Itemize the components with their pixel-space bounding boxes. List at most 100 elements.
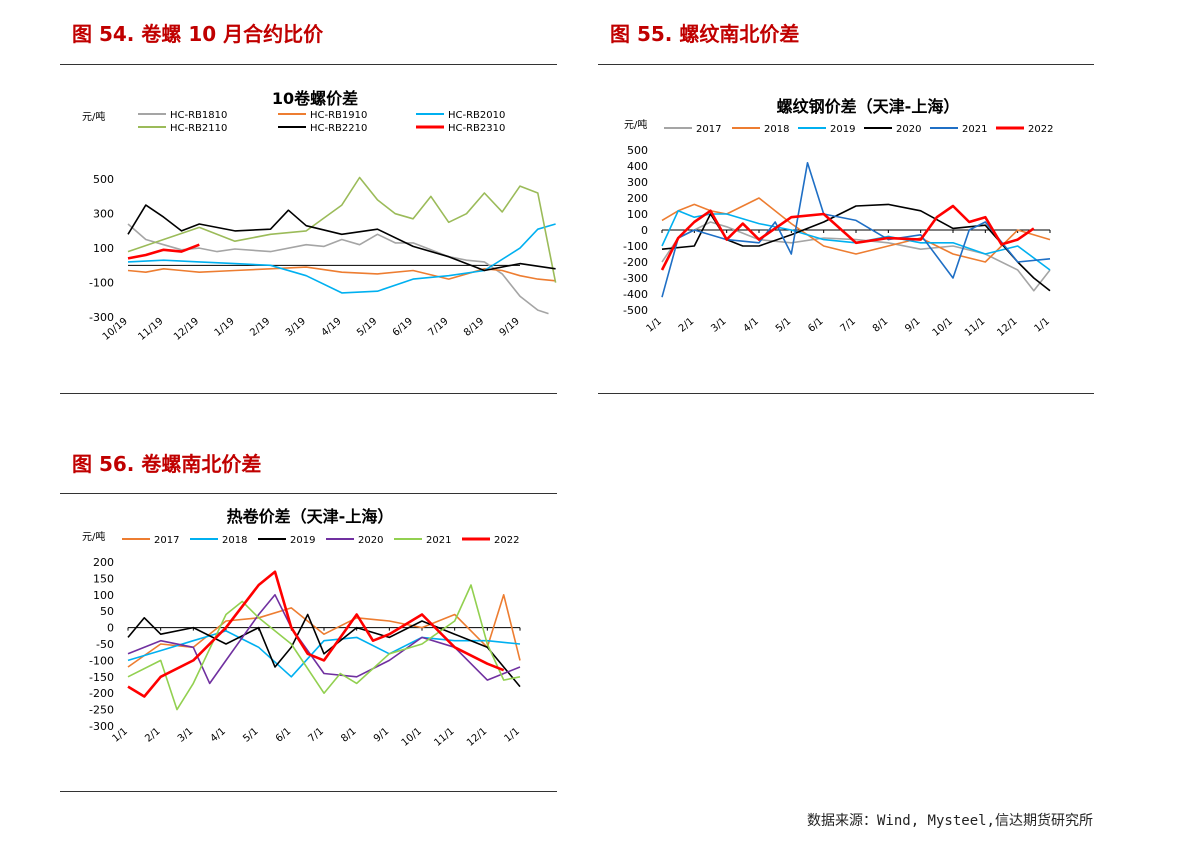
figure-55-title: 图 55. 螺纹南北价差 [610, 22, 800, 46]
series-line-HC-RB2210 [127, 204, 556, 272]
y-tick-label: -250 [89, 704, 114, 717]
x-tick-label: 5/19 [355, 316, 379, 339]
y-tick-label: -100 [89, 277, 114, 290]
y-tick-label: -200 [623, 256, 648, 269]
y-tick-label: 100 [93, 242, 114, 255]
x-tick-label: 3/1 [176, 726, 195, 745]
x-tick-label: 3/19 [284, 316, 308, 339]
legend-label-2019: 2019 [290, 535, 315, 546]
series-line-HC-RB2110 [127, 176, 557, 283]
legend-label-HC-RB2110: HC-RB2110 [170, 123, 227, 134]
y-tick-label: -300 [89, 720, 114, 733]
y-tick-label: 100 [93, 589, 114, 602]
x-tick-label: 5/1 [241, 726, 260, 745]
y-tick-label: 500 [93, 173, 114, 186]
figure-54-title: 图 54. 卷螺 10 月合约比价 [72, 22, 324, 46]
chart-title: 螺纹钢价差（天津-上海） [777, 97, 960, 116]
x-tick-label: 9/19 [498, 316, 522, 339]
series-line-2021 [127, 584, 521, 711]
x-tick-label: 11/1 [963, 316, 987, 339]
y-unit-label: 元/吨 [82, 530, 105, 543]
series-line-HC-RB2010 [127, 223, 556, 294]
figure-54-bottom-rule [60, 393, 557, 394]
figure-55-bottom-rule [598, 393, 1094, 394]
chart-title: 10卷螺价差 [272, 89, 358, 108]
rebar-tianjin-shanghai-chart: 螺纹钢价差（天津-上海） 元/吨 2017 2018 2019 2020 2021 2022 5… [623, 97, 1053, 339]
x-tick-label: 2/19 [248, 316, 272, 339]
series-line-2020 [661, 203, 1051, 292]
y-tick-label: 50 [100, 605, 114, 618]
x-tick-label: 7/19 [426, 316, 450, 339]
series-line-2018 [661, 197, 1051, 263]
chart-title: 热卷价差（天津-上海） [227, 507, 394, 526]
y-tick-label: -100 [89, 654, 114, 667]
legend-label-HC-RB2310: HC-RB2310 [448, 123, 505, 134]
legend-label-HC-RB2010: HC-RB2010 [448, 110, 505, 121]
x-tick-label: 12/19 [172, 316, 201, 343]
y-tick-label: -200 [89, 687, 114, 700]
x-tick-label: 7/1 [839, 316, 858, 335]
y-tick-label: 200 [627, 192, 648, 205]
legend-label-2020: 2020 [358, 535, 383, 546]
legend-label-2018: 2018 [764, 124, 789, 135]
series-line-2019 [661, 210, 1051, 271]
y-tick-label: -50 [96, 638, 114, 651]
x-tick-label: 12/1 [465, 726, 489, 749]
y-tick-label: -300 [89, 311, 114, 324]
legend-label-2017: 2017 [696, 124, 721, 135]
x-tick-label: 5/1 [774, 316, 793, 335]
series-line-HC-RB2310 [127, 243, 200, 260]
y-unit-label: 元/吨 [624, 118, 647, 131]
x-tick-label: 2/1 [677, 316, 696, 335]
series-line-2017 [661, 221, 1051, 292]
x-tick-label: 10/1 [400, 726, 424, 749]
x-tick-label: 11/1 [432, 726, 456, 749]
y-tick-label: 150 [93, 572, 114, 585]
x-tick-label: 9/1 [903, 316, 922, 335]
y-tick-label: 500 [627, 144, 648, 157]
figure-56-title: 图 56. 卷螺南北价差 [72, 452, 262, 476]
x-tick-label: 11/19 [136, 316, 165, 343]
legend-label-2019: 2019 [830, 124, 855, 135]
y-tick-label: 300 [93, 208, 114, 221]
x-tick-label: 6/1 [806, 316, 825, 335]
series-line-2022 [127, 570, 505, 698]
y-tick-label: -100 [623, 240, 648, 253]
x-tick-label: 4/1 [742, 316, 761, 335]
series-line-HC-RB1910 [127, 266, 556, 282]
legend-label-2022: 2022 [494, 535, 519, 546]
legend-label-2018: 2018 [222, 535, 247, 546]
x-tick-label: 1/1 [645, 316, 664, 335]
x-tick-label: 4/1 [209, 726, 228, 745]
x-tick-label: 10/1 [931, 316, 955, 339]
y-tick-label: -150 [89, 671, 114, 684]
x-tick-label: 4/19 [319, 316, 343, 339]
y-tick-label: -400 [623, 288, 648, 301]
x-tick-label: 1/1 [1033, 316, 1052, 335]
series-line-2018 [127, 630, 521, 678]
legend-label-2022: 2022 [1028, 124, 1053, 135]
figure-55-top-rule [598, 64, 1094, 65]
y-tick-label: -300 [623, 272, 648, 285]
legend-label-HC-RB1810: HC-RB1810 [170, 110, 227, 121]
x-tick-label: 3/1 [709, 316, 728, 335]
figure-56-top-rule [60, 493, 557, 494]
y-tick-label: 400 [627, 160, 648, 173]
legend-label-2017: 2017 [154, 535, 179, 546]
hrc-tianjin-shanghai-chart: 热卷价差（天津-上海） 元/吨 2017 2018 2019 2020 2021 2022 20… [82, 507, 522, 749]
legend-label-2020: 2020 [896, 124, 921, 135]
y-unit-label: 元/吨 [82, 110, 105, 123]
legend-label-HC-RB1910: HC-RB1910 [310, 110, 367, 121]
y-tick-label: -500 [623, 304, 648, 317]
series-line-2022 [660, 204, 1035, 271]
figure-54-top-rule [60, 64, 557, 65]
x-tick-label: 6/1 [274, 726, 293, 745]
y-tick-label: 0 [107, 622, 114, 635]
x-tick-label: 7/1 [307, 726, 326, 745]
legend-label-HC-RB2210: HC-RB2210 [310, 123, 367, 134]
data-source-note: 数据来源：Wind, Mysteel,信达期货研究所 [806, 813, 1093, 829]
x-tick-label: 2/1 [143, 726, 162, 745]
figure-56-bottom-rule [60, 791, 557, 792]
x-tick-label: 6/19 [391, 316, 415, 339]
